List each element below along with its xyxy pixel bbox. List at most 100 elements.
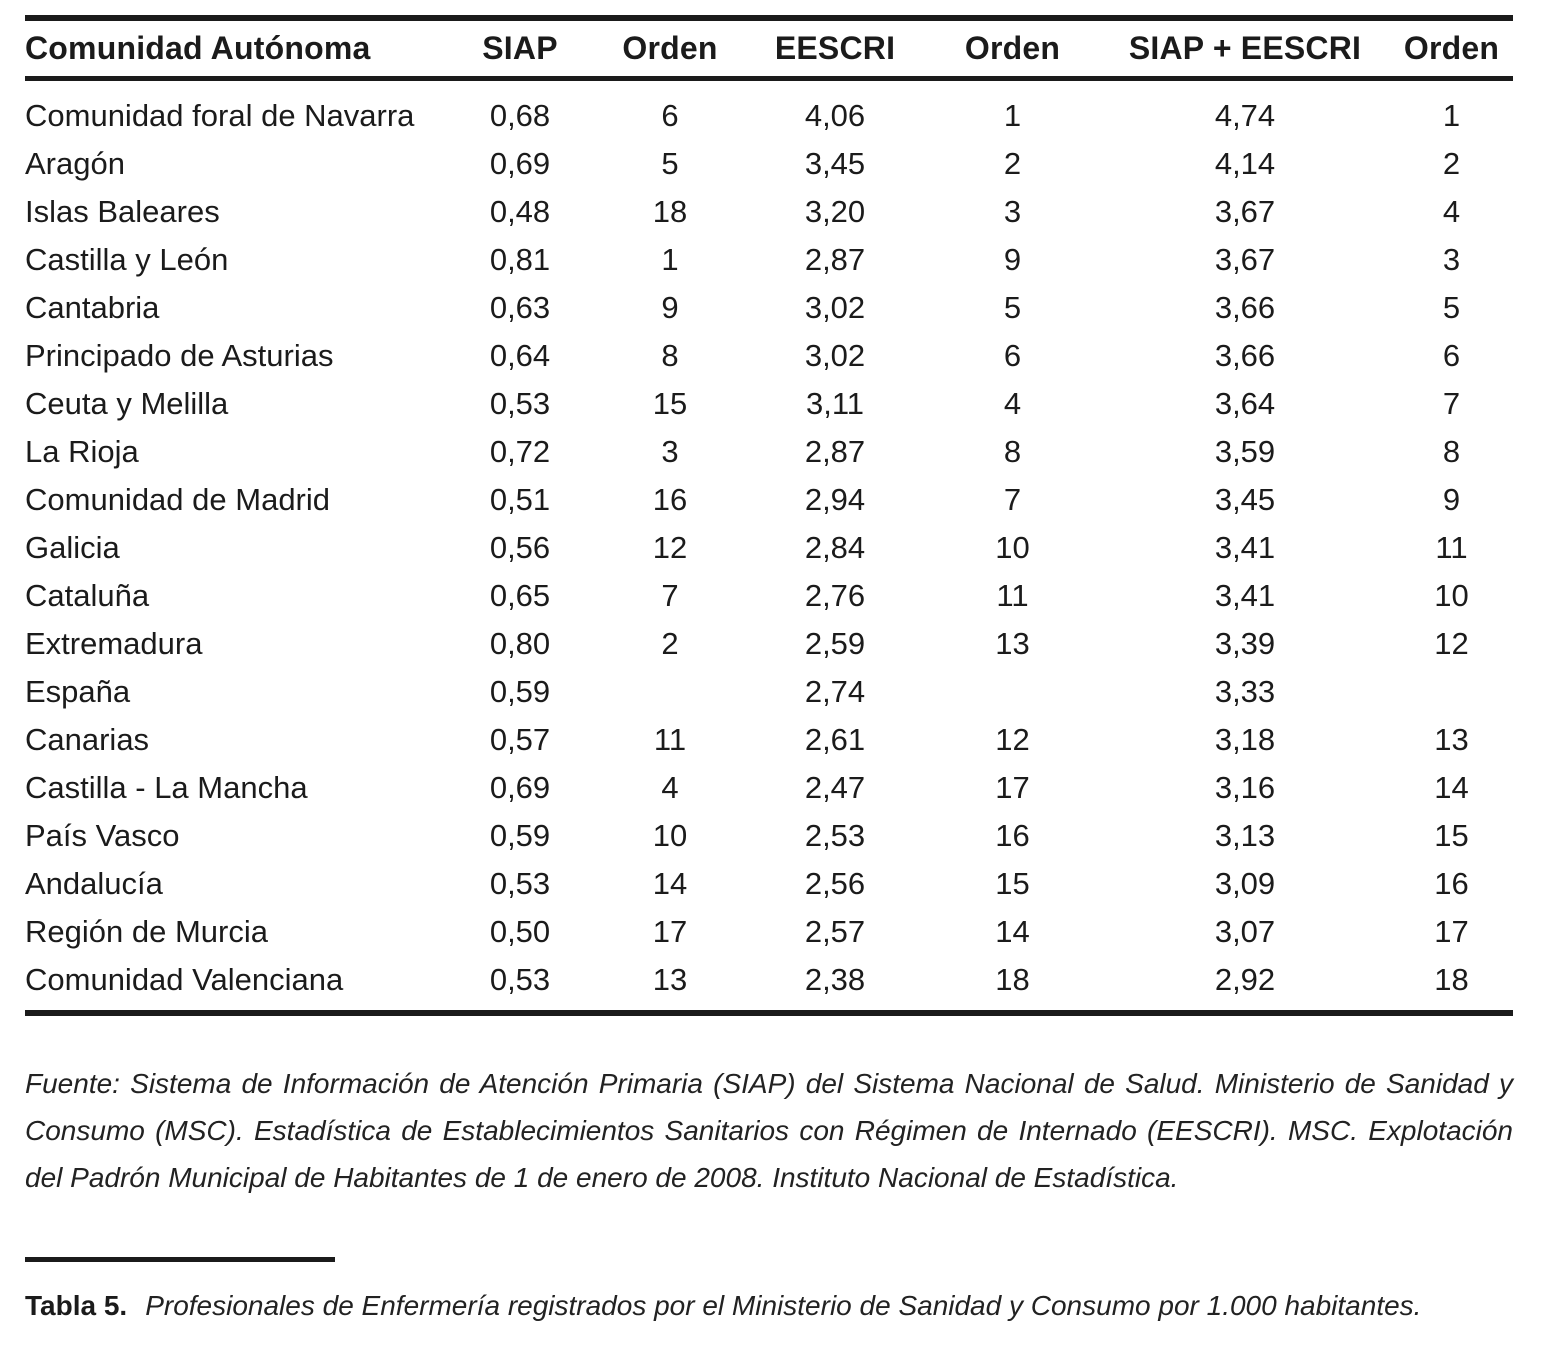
cell-value: 10 — [995, 530, 1030, 565]
cell-value: 13 — [995, 626, 1030, 661]
cell-value: 14 — [995, 914, 1030, 949]
cell-value: 3,67 — [1214, 194, 1276, 229]
cell-value: 0,69 — [489, 146, 551, 181]
cell-value: 2,87 — [804, 242, 866, 277]
data-table: Comunidad Autónoma SIAP Orden EESCRI Ord… — [25, 15, 1513, 1016]
cell-value: 2,87 — [804, 434, 866, 469]
cell-value: 3,59 — [1214, 434, 1276, 469]
table-row: Cataluña 0,65 7 2,76 11 3,41 10 — [25, 572, 1513, 620]
cell-value: 3 — [1003, 194, 1022, 229]
cell-value: 3,67 — [1214, 242, 1276, 277]
cell-community-name: La Rioja — [25, 434, 139, 469]
cell-value: 0,59 — [489, 818, 551, 853]
cell-community-name: Extremadura — [25, 626, 203, 661]
table-row: Región de Murcia 0,50 17 2,57 14 3,07 17 — [25, 908, 1513, 956]
cell-value: 1 — [661, 242, 679, 277]
table-row: Castilla y León 0,81 1 2,87 9 3,67 3 — [25, 236, 1513, 284]
table-row: Andalucía 0,53 14 2,56 15 3,09 16 — [25, 860, 1513, 908]
cell-value: 3,20 — [804, 194, 866, 229]
table-caption: Tabla 5. Profesionales de Enfermería regi… — [25, 1286, 1513, 1326]
cell-value: 3,16 — [1214, 770, 1276, 805]
table-row: Principado de Asturias 0,64 8 3,02 6 3,66 6 — [25, 332, 1513, 380]
table-row: Canarias 0,57 11 2,61 12 3,18 13 — [25, 716, 1513, 764]
cell-value: 7 — [1003, 482, 1022, 517]
cell-value: 0,53 — [489, 962, 551, 997]
cell-value: 13 — [652, 962, 688, 997]
table-top-rule — [25, 15, 1513, 21]
column-header-orden-1: Orden — [622, 30, 718, 66]
cell-value: 14 — [652, 866, 688, 901]
cell-value: 2,56 — [804, 866, 866, 901]
cell-value: 9 — [1003, 242, 1022, 277]
table-row: Castilla - La Mancha 0,69 4 2,47 17 3,16 14 — [25, 764, 1513, 812]
cell-value: 5 — [1442, 290, 1461, 325]
cell-community-name: Ceuta y Melilla — [25, 386, 229, 421]
cell-value: 0,68 — [489, 98, 551, 133]
cell-value: 15 — [995, 866, 1030, 901]
cell-value: 3,66 — [1214, 290, 1276, 325]
table-header-row: Comunidad Autónoma SIAP Orden EESCRI Ord… — [25, 21, 1513, 76]
cell-community-name: Cantabria — [25, 290, 160, 325]
cell-value: 3,41 — [1214, 578, 1276, 613]
cell-value: 13 — [1434, 722, 1469, 757]
cell-value: 12 — [652, 530, 688, 565]
cell-value: 9 — [1442, 482, 1461, 517]
cell-value: 17 — [652, 914, 688, 949]
cell-value: 3,09 — [1214, 866, 1276, 901]
cell-value: 0,53 — [489, 866, 551, 901]
table-row: Comunidad foral de Navarra 0,68 6 4,06 1 4,74… — [25, 92, 1513, 140]
cell-value: 14 — [1434, 770, 1469, 805]
table-row: Islas Baleares 0,48 18 3,20 3 3,67 4 — [25, 188, 1513, 236]
table-row: Galicia 0,56 12 2,84 10 3,41 11 — [25, 524, 1513, 572]
cell-value: 6 — [661, 98, 679, 133]
cell-value: 11 — [653, 722, 687, 757]
cell-value: 2,74 — [804, 674, 866, 709]
cell-community-name: España — [25, 674, 131, 709]
cell-community-name: Principado de Asturias — [25, 338, 334, 373]
cell-value: 5 — [661, 146, 679, 181]
cell-value: 6 — [1442, 338, 1461, 373]
cell-value: 8 — [1003, 434, 1022, 469]
cell-value: 17 — [995, 770, 1030, 805]
cell-community-name: Comunidad Valenciana — [25, 962, 344, 997]
cell-value: 8 — [1442, 434, 1461, 469]
column-header-orden-3: Orden — [1403, 30, 1500, 66]
table-row: Extremadura 0,80 2 2,59 13 3,39 12 — [25, 620, 1513, 668]
cell-value: 3,13 — [1214, 818, 1276, 853]
cell-value: 1 — [1003, 98, 1022, 133]
cell-value: 2,76 — [804, 578, 866, 613]
cell-value: 3 — [1442, 242, 1461, 277]
cell-community-name: Cataluña — [25, 578, 150, 613]
cell-value: 12 — [1434, 626, 1469, 661]
table-row: Aragón 0,69 5 3,45 2 4,14 2 — [25, 140, 1513, 188]
cell-value: 11 — [996, 578, 1029, 613]
column-header-comunidad: Comunidad Autónoma — [25, 30, 371, 66]
cell-value: 2,84 — [804, 530, 866, 565]
cell-value: 4,14 — [1214, 146, 1276, 181]
table-row: Comunidad de Madrid 0,51 16 2,94 7 3,45 9 — [25, 476, 1513, 524]
cell-value: 0,80 — [489, 626, 551, 661]
cell-value: 10 — [1434, 578, 1469, 613]
cell-value: 17 — [1434, 914, 1469, 949]
cell-value: 0,63 — [489, 290, 551, 325]
cell-value: 11 — [1435, 530, 1468, 565]
cell-value: 4,74 — [1214, 98, 1276, 133]
cell-community-name: Comunidad foral de Navarra — [25, 98, 415, 133]
cell-value: 9 — [661, 290, 679, 325]
cell-value: 0,57 — [489, 722, 551, 757]
cell-value: 0,50 — [489, 914, 551, 949]
cell-value: 0,81 — [489, 242, 551, 277]
table-row: Ceuta y Melilla 0,53 15 3,11 4 3,64 7 — [25, 380, 1513, 428]
data-table-body: Comunidad foral de Navarra 0,68 6 4,06 1 4,74… — [25, 81, 1513, 1010]
cell-value: 18 — [1434, 962, 1469, 997]
cell-value: 2,61 — [804, 722, 866, 757]
cell-value: 2,47 — [804, 770, 866, 805]
cell-value: 0,72 — [489, 434, 551, 469]
cell-value: 2 — [661, 626, 679, 661]
cell-value: 0,59 — [489, 674, 551, 709]
table-caption-text: Profesionales de Enfermería registrados … — [145, 1290, 1422, 1321]
cell-value: 4 — [1442, 194, 1461, 229]
cell-value: 16 — [995, 818, 1030, 853]
cell-value: 3,66 — [1214, 338, 1276, 373]
cell-value: 4 — [661, 770, 679, 805]
